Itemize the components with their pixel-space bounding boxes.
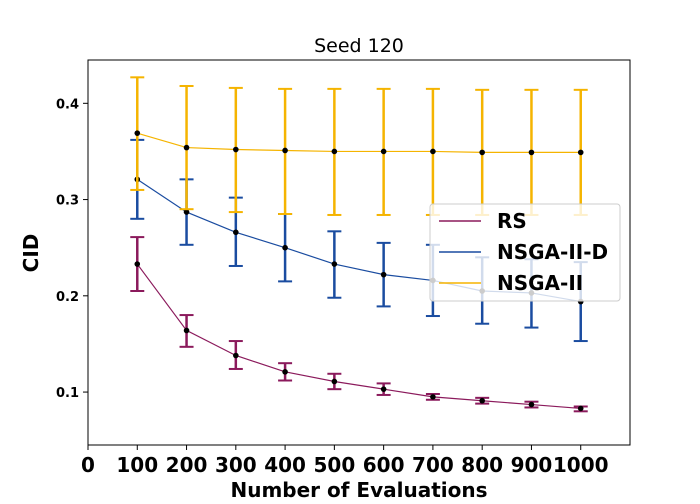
data-point-nsga-ii: [134, 130, 141, 136]
data-point-rs: [183, 327, 190, 334]
y-tick-label: 0.1: [56, 386, 79, 401]
x-tick-label: 800: [461, 453, 503, 477]
x-axis-title: Number of Evaluations: [230, 478, 487, 500]
x-tick-label: 500: [313, 453, 355, 477]
y-tick-label: 0.4: [56, 97, 79, 112]
data-point-rs: [528, 401, 535, 408]
data-point-nsga-ii: [577, 149, 584, 156]
data-point-rs: [577, 405, 584, 412]
x-tick-label: 300: [215, 453, 257, 477]
x-tick-label: 200: [166, 453, 208, 477]
legend-box: [429, 203, 621, 302]
data-point-rs: [233, 352, 239, 359]
data-point-nsga-ii-d: [331, 261, 338, 267]
x-tick-label: 100: [116, 453, 158, 477]
x-tick-label: 1000: [553, 453, 609, 477]
data-point-nsga-ii: [331, 148, 338, 155]
data-point-nsga-ii-d: [282, 244, 288, 251]
y-tick-label: 0.2: [56, 290, 79, 305]
x-tick-label: 600: [363, 453, 405, 477]
x-tick-label: 700: [412, 453, 454, 477]
y-tick-label: 0.3: [56, 194, 79, 209]
y-axis-title: CID: [19, 234, 43, 273]
data-point-nsga-ii-d: [183, 209, 190, 215]
data-point-rs: [380, 386, 387, 392]
series-rs: [130, 236, 588, 413]
legend-label-rs: RS: [497, 209, 527, 233]
series-line-rs: [136, 263, 581, 410]
data-point-nsga-ii: [282, 147, 288, 154]
data-point-rs: [134, 261, 141, 267]
x-tick-label: 400: [264, 453, 306, 477]
data-point-nsga-ii: [183, 144, 190, 151]
y-axis: 0.1 0.2 0.3 0.4: [56, 97, 88, 401]
x-axis: 0 100 200 300 400 500 600 700 800 900 1000: [81, 445, 609, 477]
legend-label-nsga-ii-d: NSGA-II-D: [497, 240, 608, 264]
data-point-nsga-ii: [479, 149, 485, 156]
data-point-nsga-ii-d: [233, 229, 239, 236]
legend-label-nsga-ii: NSGA-II: [497, 271, 583, 295]
data-point-rs: [430, 394, 436, 400]
data-point-nsga-ii: [528, 149, 535, 156]
data-point-rs: [479, 397, 485, 404]
legend: RS NSGA-II-D NSGA-II: [429, 203, 621, 302]
data-point-nsga-ii-d: [380, 271, 387, 278]
x-tick-label: 900: [511, 453, 553, 477]
x-tick-label: 0: [81, 453, 95, 477]
data-point-nsga-ii: [430, 148, 436, 155]
data-point-nsga-ii: [380, 148, 387, 155]
data-point-rs: [331, 378, 338, 385]
data-point-rs: [282, 369, 288, 375]
data-point-nsga-ii: [233, 146, 239, 153]
chart-title: Seed 120: [314, 35, 404, 57]
series-line-nsga-ii: [137, 132, 581, 153]
